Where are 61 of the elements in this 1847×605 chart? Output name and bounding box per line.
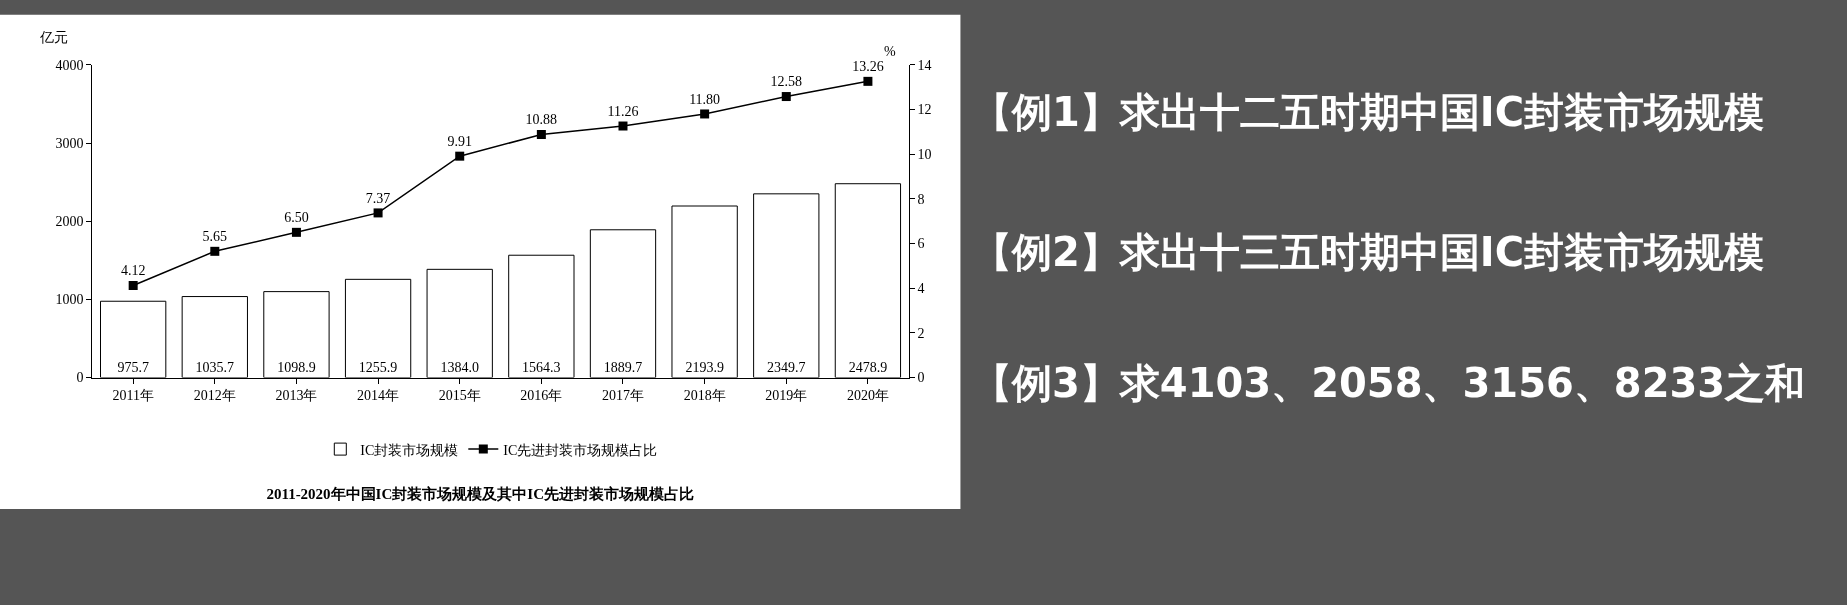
point [128,281,138,290]
data-label: 9.91 [447,134,472,150]
data-label: 1035.7 [195,359,235,375]
data-label: 1564.3 [522,359,561,375]
y2-tick-label: 8 [917,191,925,207]
x-tick-label: 2014年 [357,388,400,404]
y-tick-label: 4000 [55,57,84,73]
data-label: 1255.9 [358,359,398,375]
y2-tick-label: 6 [917,236,925,252]
legend-label: IC封装市场规模 [360,442,459,458]
x-tick-label: 2020年 [846,388,889,404]
data-label: 1889.7 [603,359,643,375]
x-tick-label: 2019年 [765,388,808,404]
y-tick-label: 3000 [55,135,84,151]
x-tick-label: 2016年 [520,388,563,404]
data-label: 975.7 [117,359,149,375]
y-tick-label: 2000 [55,214,84,230]
point [536,130,546,140]
point [618,121,628,131]
text: 【例2】求出十三五时期中国IC封装市场规模 [972,229,1765,275]
data-label: 2478.9 [848,359,888,375]
x-tick-label: 2015年 [438,388,481,404]
point [455,151,465,161]
point [781,92,791,102]
text: 【例1】求出十二五时期中国IC封装市场规模 [972,89,1765,135]
point [863,76,873,86]
x-tick-label: 2017年 [601,388,644,404]
data-label: 2349.7 [767,359,806,375]
data-label: 2193.9 [685,359,724,375]
point [373,208,383,218]
y-tick-label: 1000 [55,292,84,308]
y-axis-title: 亿元 [39,30,68,45]
point [210,246,220,256]
x-tick-label: 2018年 [683,388,726,404]
y2-tick-label: 12 [917,102,932,118]
x-tick-label: 2013年 [275,388,318,404]
data-label: 11.80 [689,91,721,107]
y2-tick-label: 2 [917,325,925,341]
y2-axis-title: % [884,44,896,59]
point [291,227,301,237]
data-label: 1384.0 [440,359,479,375]
data-label: 7.37 [365,190,391,206]
point [700,109,710,119]
data-label: 5.65 [202,229,228,245]
data-label: 4.12 [120,263,146,279]
data-label: 10.88 [525,112,558,128]
text: 【例3】求4103、2058、3156、8233之和 [972,360,1806,406]
data-label: 6.50 [284,210,309,226]
x-tick-label: 2012年 [193,388,236,404]
data-label: 12.58 [770,74,803,90]
y2-tick-label: 0 [917,370,925,386]
data-label: 13.26 [852,59,884,75]
y2-tick-label: 10 [917,147,932,163]
y2-tick-label: 4 [917,281,925,297]
text: 2011-2020年中国IC封装市场规模及其中IC先进封装市场规模占比 [266,485,694,502]
y2-tick-label: 14 [917,57,932,73]
x-tick-label: 2011年 [112,388,154,404]
data-label: 11.26 [607,103,639,119]
y-tick-label: 0 [76,370,84,386]
legend-label: IC先进封装市场规模占比 [503,442,658,458]
data-label: 1098.9 [277,359,316,375]
